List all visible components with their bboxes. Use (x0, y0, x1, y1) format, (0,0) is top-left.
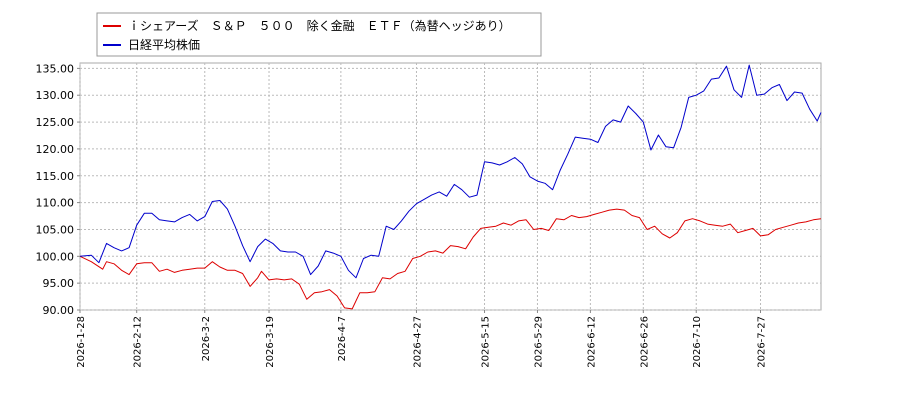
y-tick-label: 95.00 (43, 277, 75, 290)
x-tick-label: 2026-5-15 (481, 316, 492, 368)
legend-box (96, 12, 542, 57)
y-tick-label: 125.00 (36, 116, 75, 129)
y-tick-label: 115.00 (36, 170, 75, 183)
x-tick-label: 2026-1-28 (76, 316, 87, 368)
y-tick-label: 135.00 (36, 62, 75, 75)
y-tick-label: 105.00 (36, 223, 75, 236)
legend: ｉシェアーズ Ｓ＆Ｐ ５００ 除く金融 ＥＴＦ（為替ヘッジあり） 日経平均株価 (96, 12, 542, 57)
y-tick-label: 90.00 (43, 304, 75, 317)
x-axis-ticks: 2026-1-28 2026-2-12 2026-3-2 2026-3-19 2026-… (76, 310, 768, 368)
series-line-1 (79, 208, 822, 310)
grid-lines (79, 63, 821, 311)
x-tick-label: 2026-5-29 (533, 316, 544, 368)
x-tick-label: 2026-2-12 (133, 316, 144, 368)
x-tick-label: 2026-6-12 (586, 316, 597, 368)
y-tick-label: 110.00 (36, 197, 75, 210)
y-tick-label: 130.00 (36, 89, 75, 102)
y-tick-label: 120.00 (36, 143, 75, 156)
legend-label-series-1: ｉシェアーズ Ｓ＆Ｐ ５００ 除く金融 ＥＴＦ（為替ヘッジあり） (128, 18, 511, 33)
legend-label-series-2: 日経平均株価 (128, 37, 200, 52)
x-tick-label: 2026-4-7 (337, 316, 348, 361)
x-tick-label: 2026-6-26 (639, 316, 650, 368)
y-tick-label: 100.00 (36, 250, 75, 263)
series-lines (79, 64, 822, 310)
y-axis-ticks: 135.00 130.00 125.00 120.00 115.00 110.00 105.… (36, 62, 80, 317)
series-line-2 (79, 64, 822, 279)
x-tick-label: 2026-3-19 (265, 316, 276, 368)
x-tick-label: 2026-3-2 (201, 316, 212, 361)
x-tick-label: 2026-4-27 (412, 316, 423, 368)
plot-area (79, 62, 822, 311)
x-tick-label: 2026-7-27 (757, 316, 768, 368)
x-tick-label: 2026-7-10 (692, 316, 703, 368)
